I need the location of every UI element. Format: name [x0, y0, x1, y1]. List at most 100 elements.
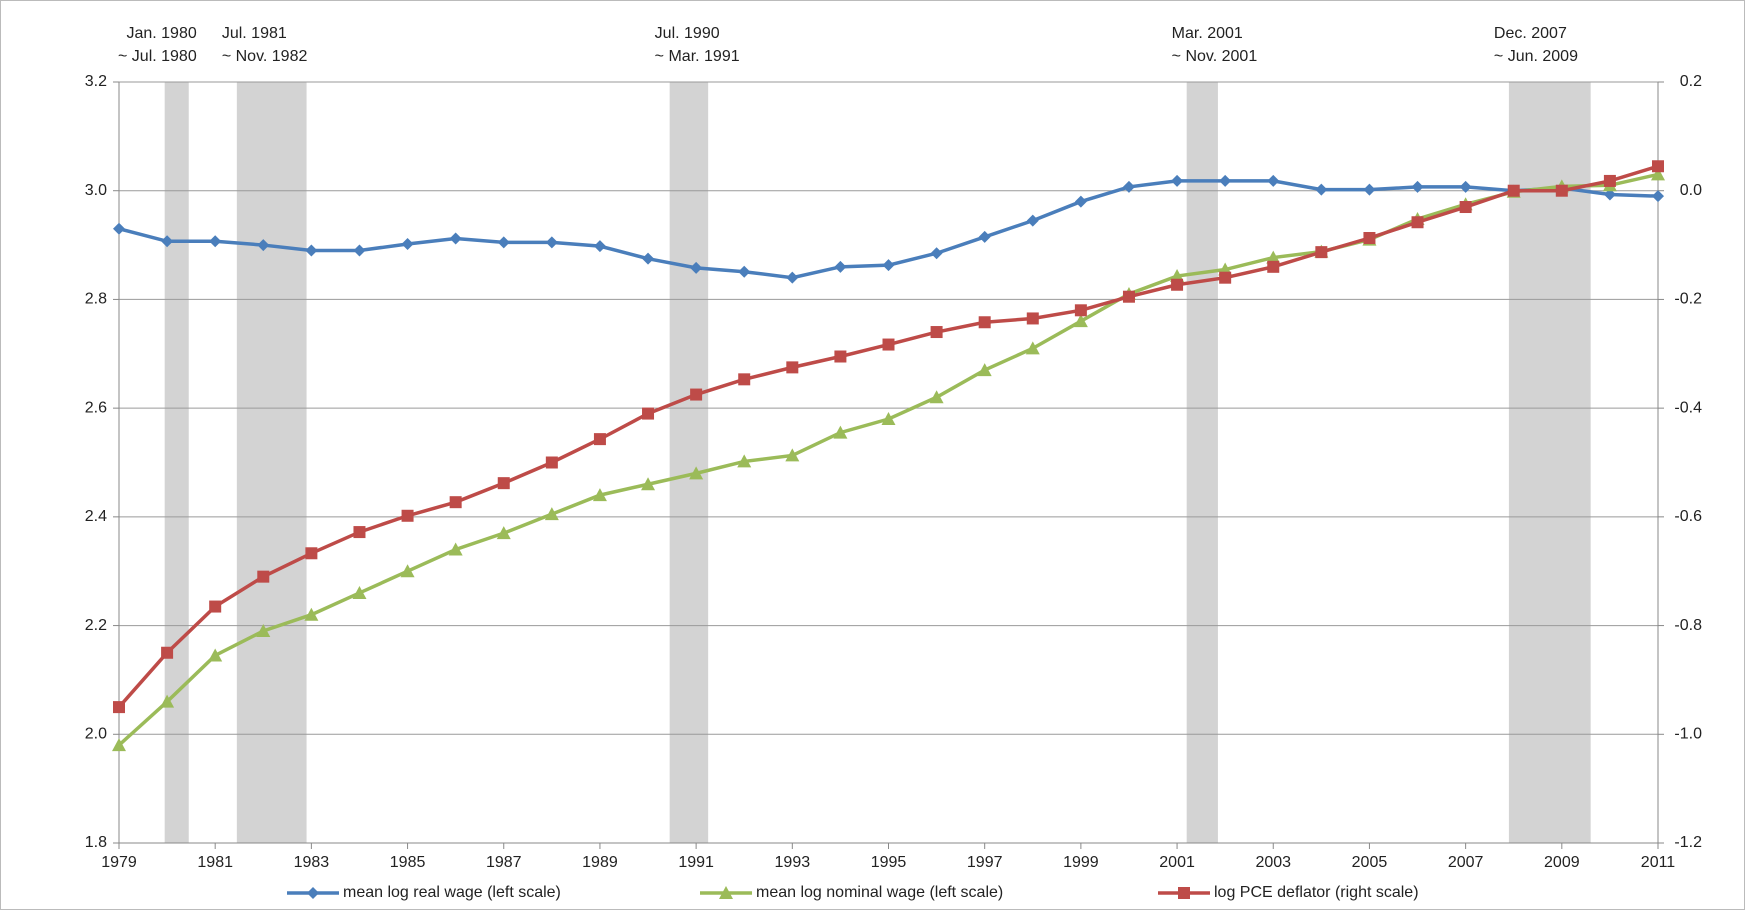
marker [1178, 887, 1190, 899]
marker [161, 646, 174, 659]
marker [593, 240, 606, 253]
x-tick-label: 2001 [1159, 854, 1195, 871]
marker [1026, 214, 1039, 227]
marker [1411, 216, 1424, 229]
y2-tick-label: -0.4 [1674, 399, 1702, 416]
legend-label: mean log real wage (left scale) [343, 884, 561, 901]
recession-label: Jul. 1990 [655, 25, 720, 42]
recession-band [669, 82, 709, 843]
marker [1074, 304, 1087, 317]
marker [1266, 250, 1281, 264]
marker [1652, 160, 1664, 173]
recession-band [1186, 82, 1218, 843]
marker [1363, 232, 1376, 245]
marker [881, 412, 896, 426]
marker [545, 236, 558, 249]
recession-label: Jan. 1980 [126, 25, 196, 42]
recession-label: Mar. 2001 [1172, 25, 1243, 42]
marker [690, 261, 703, 274]
recession-label: ~ Jul. 1980 [118, 48, 197, 65]
marker [304, 607, 319, 621]
marker [882, 259, 895, 272]
marker [1459, 180, 1472, 193]
y-tick-label: 1.8 [85, 834, 107, 851]
marker [112, 738, 126, 752]
marker [1122, 180, 1135, 193]
marker [738, 265, 751, 278]
marker [353, 526, 366, 539]
marker [642, 407, 655, 420]
y-tick-label: 2.6 [85, 399, 107, 416]
recession-band [1508, 82, 1591, 843]
marker [929, 390, 944, 404]
recession-label: ~ Nov. 2001 [1172, 48, 1258, 65]
marker [1171, 278, 1184, 291]
marker [113, 701, 125, 714]
marker [545, 456, 558, 469]
marker [690, 388, 703, 401]
marker [496, 526, 511, 540]
marker [1073, 314, 1088, 328]
marker [209, 600, 222, 613]
marker [544, 507, 559, 521]
marker [161, 235, 174, 248]
marker [834, 260, 847, 273]
marker [689, 466, 704, 480]
marker [785, 448, 800, 462]
recession-label: Jul. 1981 [222, 25, 287, 42]
marker [1171, 174, 1184, 187]
y-tick-label: 2.4 [85, 508, 107, 525]
marker [1219, 174, 1232, 187]
marker [1219, 271, 1232, 284]
marker [257, 239, 270, 252]
marker [353, 244, 366, 257]
x-tick-label: 1979 [101, 854, 137, 871]
marker [738, 373, 751, 386]
x-tick-label: 2005 [1352, 854, 1388, 871]
x-tick-label: 1995 [871, 854, 907, 871]
marker [448, 542, 463, 556]
marker [497, 477, 510, 490]
x-tick-label: 1999 [1063, 854, 1099, 871]
marker [449, 496, 462, 509]
x-tick-label: 2003 [1255, 854, 1291, 871]
marker [1315, 183, 1328, 196]
marker [786, 361, 799, 374]
marker [977, 363, 992, 377]
marker [882, 338, 895, 351]
x-tick-label: 1989 [582, 854, 618, 871]
marker [1603, 188, 1616, 201]
marker [305, 244, 318, 257]
marker [1459, 201, 1472, 214]
y2-tick-label: 0.0 [1680, 182, 1702, 199]
marker [256, 624, 271, 638]
marker [641, 477, 656, 491]
marker [257, 570, 270, 583]
marker [449, 232, 462, 245]
marker [834, 350, 847, 363]
marker [160, 694, 175, 708]
x-tick-label: 1985 [390, 854, 426, 871]
marker [978, 316, 991, 329]
marker [833, 425, 848, 439]
marker [593, 433, 606, 446]
marker [113, 222, 125, 235]
recession-label: Dec. 2007 [1494, 25, 1567, 42]
recession-label: ~ Mar. 1991 [655, 48, 740, 65]
x-tick-label: 2009 [1544, 854, 1580, 871]
y2-tick-label: -1.2 [1674, 834, 1702, 851]
y2-tick-label: 0.2 [1680, 73, 1702, 90]
marker [786, 271, 799, 284]
marker [1555, 184, 1568, 197]
legend-label: mean log nominal wage (left scale) [756, 884, 1003, 901]
y-tick-label: 3.0 [85, 182, 107, 199]
marker [642, 252, 655, 265]
x-tick-label: 1993 [775, 854, 811, 871]
marker [1122, 290, 1135, 303]
x-tick-label: 2011 [1641, 854, 1676, 871]
y2-tick-label: -0.6 [1674, 508, 1702, 525]
marker [930, 326, 943, 339]
y2-tick-label: -0.8 [1674, 617, 1702, 634]
x-tick-label: 1997 [967, 854, 1003, 871]
